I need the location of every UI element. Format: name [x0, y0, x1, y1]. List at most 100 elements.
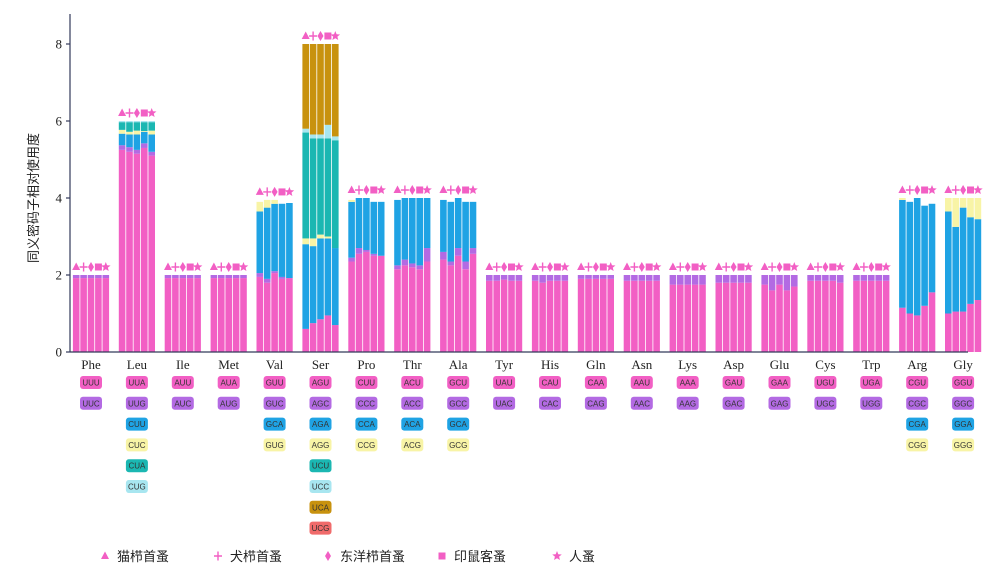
bar-Glu-sp3-GAG: [776, 275, 783, 285]
marker-diamond-icon: [638, 262, 645, 272]
bar-His-sp1-CAC: [531, 275, 539, 281]
codon-badge: [309, 396, 332, 410]
bar-Ala-sp4-GCU: [462, 269, 469, 352]
bar-Ala-sp2-GCU: [447, 265, 455, 353]
marker-star-icon: [835, 262, 845, 272]
codon-label: CUG: [128, 483, 146, 492]
bar-Ser-sp1-UCU: [302, 132, 309, 239]
codon-label: AGC: [312, 399, 330, 408]
bar-Thr-sp2-ACU: [401, 265, 409, 353]
bar-Gly-sp2-GGG: [952, 198, 959, 227]
bar-Leu-sp4-CUG: [141, 121, 148, 123]
bar-Met-sp3-AUG: [225, 275, 232, 279]
marker-plus-icon: [905, 185, 914, 195]
bar-Leu-sp3-CUG: [133, 121, 141, 123]
bar-Val-sp5-GCA: [286, 203, 293, 279]
bar-Asn-sp5-AAU: [653, 280, 660, 352]
marker-diamond-icon: [822, 262, 829, 272]
bar-Pro-sp3-CCA: [363, 198, 370, 250]
bar-Ser-sp2-UCC: [309, 134, 317, 139]
amino-acid-label: Gln: [586, 357, 606, 372]
marker-star-icon: [101, 262, 111, 272]
codon-badge: [584, 396, 607, 410]
codon-badge: [952, 396, 975, 410]
marker-triangle-icon: [393, 185, 402, 193]
codon-label: AAG: [679, 399, 696, 408]
bar-Ser-sp1-AGU: [302, 328, 309, 352]
marker-plus-icon: [492, 262, 501, 272]
codon-badge: [217, 376, 240, 389]
codon-badge: [906, 438, 929, 452]
bar-Leu-sp1-CUA: [118, 122, 126, 130]
amino-acid-label: Tyr: [495, 357, 514, 372]
marker-triangle-icon: [623, 262, 631, 270]
codon-badge: [355, 396, 378, 410]
codon-badge: [171, 376, 194, 389]
bars-layer: [72, 44, 982, 353]
marker-triangle-icon: [164, 262, 172, 270]
bar-Leu-sp2-CUG: [126, 121, 133, 123]
legend: 猫栉首蚤 犬栉首蚤 东洋栉首蚤 印鼠客蚤 人蚤: [101, 549, 595, 565]
amino-acid-label: Ser: [312, 357, 330, 372]
marker-star-icon: [560, 262, 570, 272]
bar-Ser-sp4-AGG: [324, 236, 332, 239]
bar-Asn-sp4-AAU: [645, 280, 653, 352]
marker-star-icon: [514, 262, 524, 272]
bar-Thr-sp3-ACA: [409, 198, 416, 264]
codon-badge: [676, 376, 699, 389]
bar-Leu-sp1-CUU: [118, 133, 126, 146]
bar-Leu-sp1-UUG: [118, 145, 126, 150]
marker-triangle-icon: [944, 185, 953, 193]
bar-Asn-sp2-AAC: [631, 275, 638, 281]
bar-Lys-sp2-AAG: [677, 275, 684, 285]
legend-label: 东洋栉首蚤: [340, 550, 405, 565]
codon-badge: [263, 417, 286, 431]
bar-Tyr-sp4-UAU: [508, 280, 515, 352]
bar-Cys-sp2-UGC: [814, 275, 822, 281]
bar-Pro-sp3-CCC: [363, 249, 370, 252]
codon-badge: [447, 438, 470, 452]
codon-label: GCA: [266, 420, 284, 429]
amino-acid-label: Cys: [815, 357, 835, 372]
bar-Leu-sp5-CUA: [148, 122, 155, 131]
codon-badge: [722, 376, 745, 389]
bar-Leu-sp2-CUU: [126, 134, 133, 148]
bar-Ile-sp1-AUC: [164, 275, 172, 279]
amino-acid-label: Val: [266, 357, 284, 372]
bar-His-sp5-CAC: [561, 275, 569, 281]
bar-Gly-sp1-GGA: [945, 211, 952, 314]
bar-Pro-sp1-CUU: [348, 261, 355, 352]
bar-Arg-sp1-CGU: [899, 307, 906, 352]
codon-badge: [355, 438, 378, 452]
bar-Cys-sp5-UGU: [836, 282, 844, 352]
bar-Ser-sp1-UCC: [302, 128, 309, 133]
codon-label: UAU: [496, 379, 513, 388]
bar-Pro-sp4-CUU: [370, 255, 378, 352]
species-markers-layer: [72, 31, 983, 272]
bar-Cys-sp5-UGC: [836, 275, 844, 283]
bar-Thr-sp4-ACU: [416, 269, 423, 352]
codon-label: AGU: [312, 379, 330, 388]
bar-Met-sp4-AUA: [232, 278, 240, 352]
bar-Ile-sp3-AUC: [179, 275, 187, 279]
marker-triangle-icon: [668, 262, 677, 270]
bar-Ser-sp2-AGG: [309, 238, 317, 247]
y-tick-label: 6: [56, 114, 63, 129]
bar-Leu-sp2-UUG: [126, 147, 133, 152]
y-tick-label: 4: [56, 191, 63, 206]
bar-Cys-sp4-UGC: [829, 275, 837, 281]
codon-badge: [952, 417, 975, 431]
marker-star-icon: [789, 262, 800, 272]
marker-triangle-icon: [485, 262, 494, 270]
marker-square-icon: [783, 263, 791, 271]
bar-Leu-sp5-CUG: [148, 121, 155, 123]
codon-badge: [539, 396, 561, 410]
bar-Leu-sp5-UUA: [148, 155, 155, 352]
codon-label: GAC: [725, 399, 743, 408]
marker-diamond-icon: [317, 31, 324, 41]
marker-diamond-icon: [271, 186, 278, 197]
bar-Ala-sp3-GCA: [454, 198, 462, 249]
bar-Cys-sp1-UGU: [807, 280, 814, 352]
codon-badge: [493, 396, 516, 410]
codon-label: GGA: [954, 420, 972, 429]
